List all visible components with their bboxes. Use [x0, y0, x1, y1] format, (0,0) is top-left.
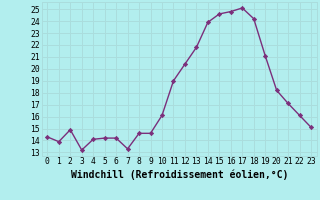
- X-axis label: Windchill (Refroidissement éolien,°C): Windchill (Refroidissement éolien,°C): [70, 169, 288, 180]
